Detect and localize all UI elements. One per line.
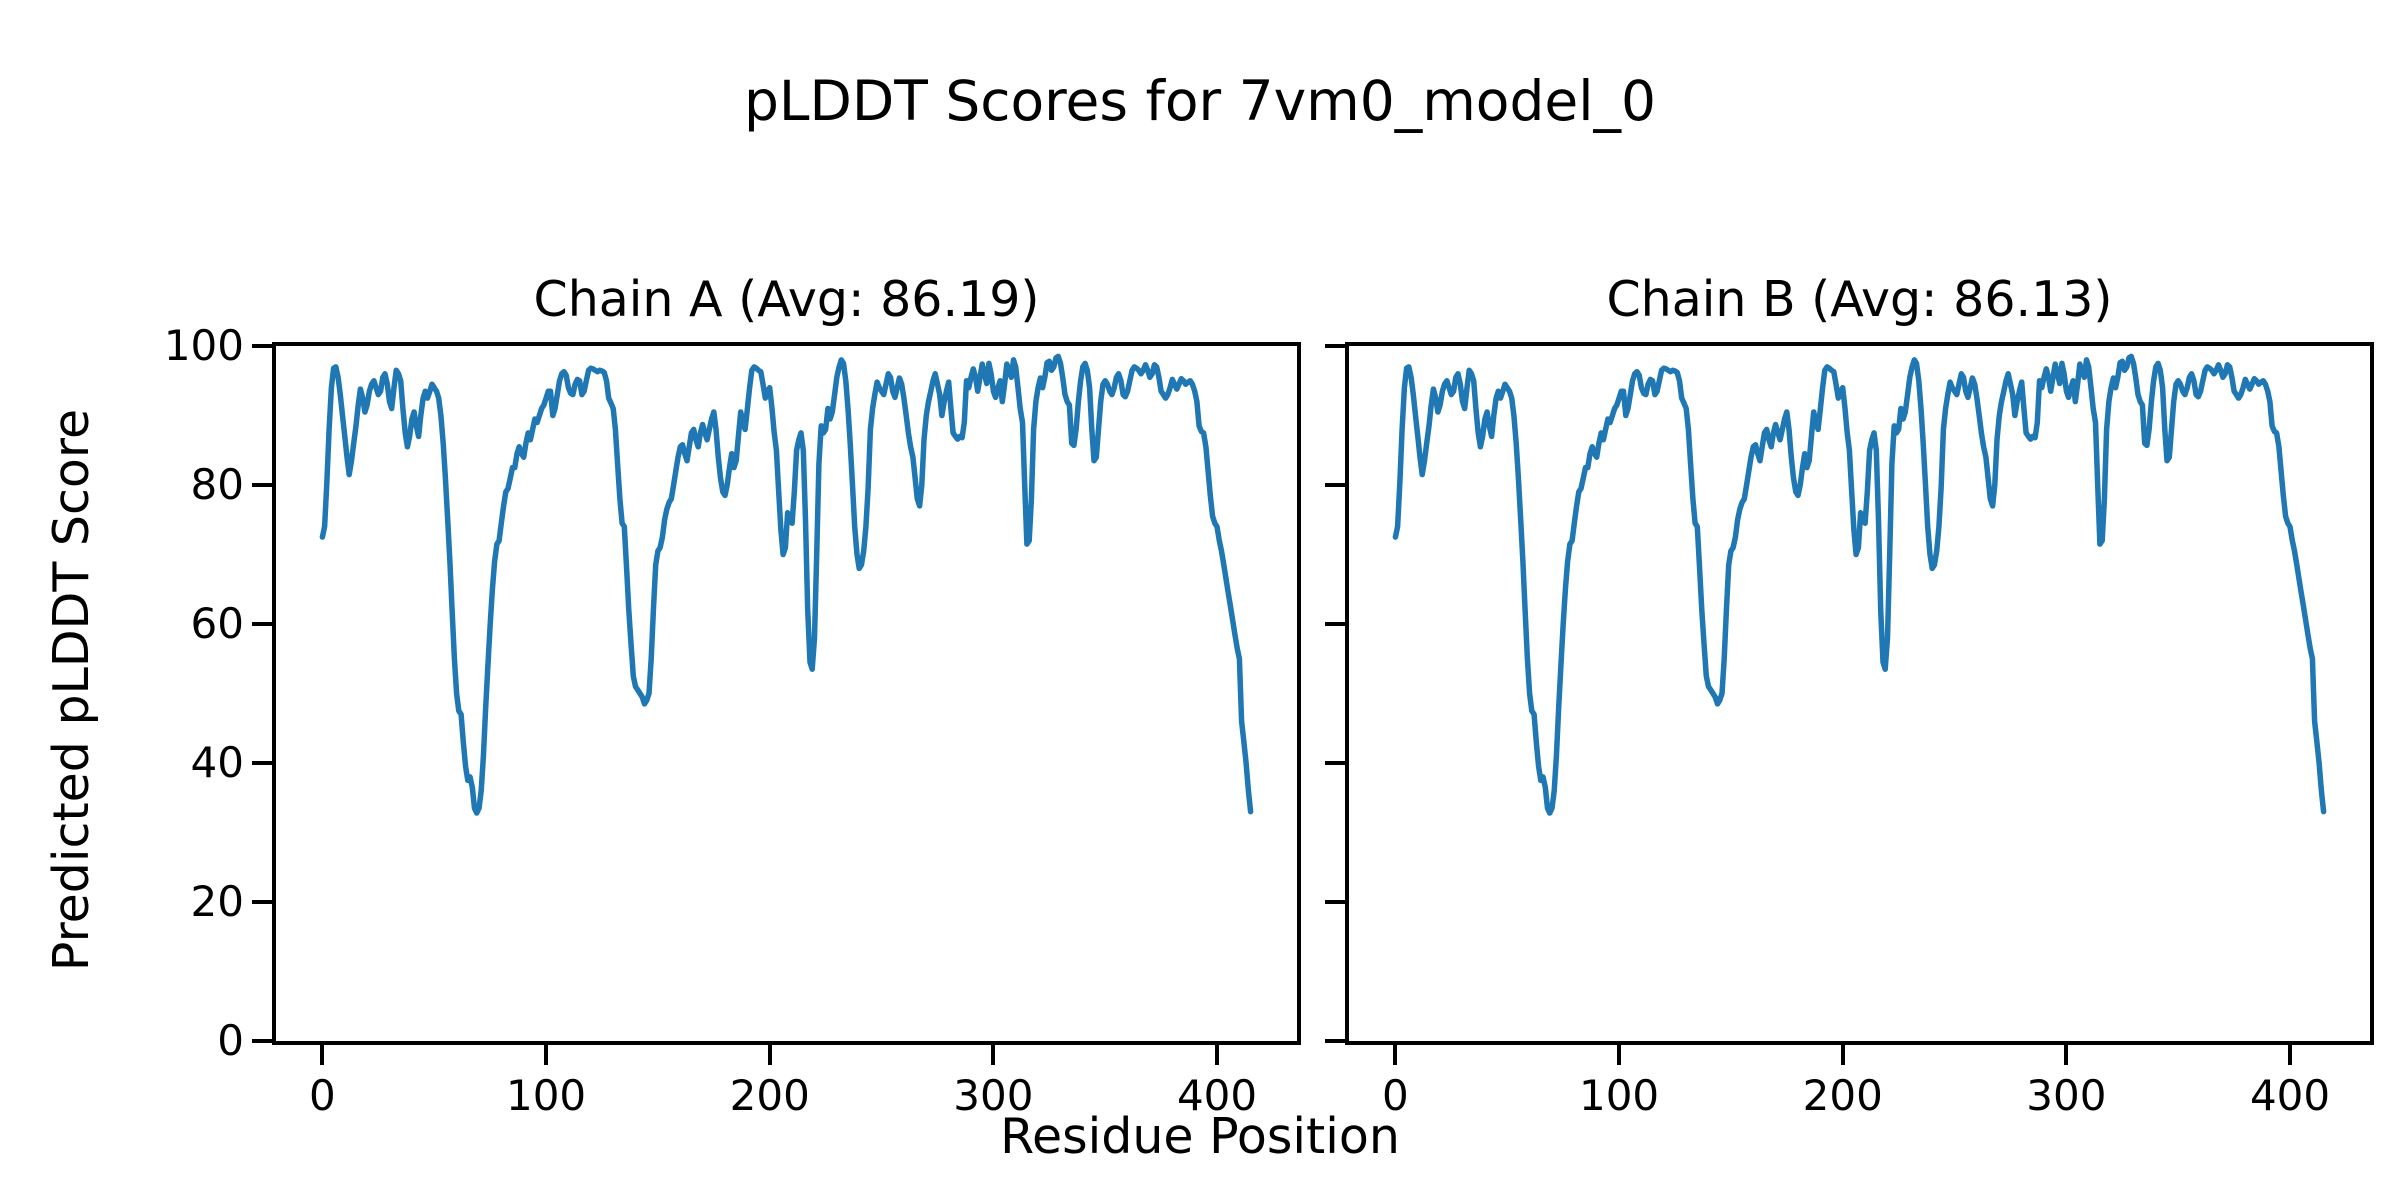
y-tick-mark	[1325, 622, 1345, 626]
y-tick-mark	[1325, 483, 1345, 487]
y-tick-mark	[252, 761, 272, 765]
x-tick-label: 200	[729, 1071, 810, 1120]
chain-b-plot-svg	[1392, 353, 2327, 816]
y-tick-mark	[1325, 1039, 1345, 1043]
x-tick-mark	[767, 1045, 772, 1065]
chain-b-axes: Chain B (Avg: 86.13) 0 100 200 300 400	[1325, 271, 2374, 1119]
y-tick-mark	[252, 900, 272, 904]
y-tick-mark	[252, 1039, 272, 1043]
x-tick-label: 100	[1578, 1071, 1660, 1120]
figure-title: pLDDT Scores for 7vm0_model_0	[744, 69, 1656, 133]
y-tick-mark	[1325, 900, 1345, 904]
x-tick-mark	[1840, 1045, 1845, 1065]
x-tick-label: 100	[505, 1071, 587, 1120]
x-tick-label: 400	[1176, 1071, 1258, 1120]
y-tick-label: 80	[190, 460, 244, 509]
x-tick-label: 200	[1802, 1071, 1883, 1120]
x-tick-mark	[1617, 1045, 1622, 1065]
y-tick-label: 100	[163, 321, 244, 370]
x-tick-mark	[320, 1045, 325, 1065]
chain-a-title: Chain A (Avg: 86.19)	[533, 271, 1040, 328]
y-tick-mark	[1325, 344, 1345, 348]
x-tick-label: 300	[2026, 1071, 2107, 1120]
x-axis-label: Residue Position	[1000, 1108, 1400, 1165]
x-tick-mark	[544, 1045, 549, 1065]
y-tick-label: 20	[190, 877, 244, 926]
y-tick-mark	[252, 622, 272, 626]
x-tick-mark	[2064, 1045, 2069, 1065]
y-tick-label: 40	[190, 738, 244, 787]
x-tick-label: 400	[2249, 1071, 2331, 1120]
plddt-trace-chain-b	[1392, 353, 2327, 816]
y-tick-label: 0	[217, 1016, 244, 1065]
x-tick-label: 300	[953, 1071, 1034, 1120]
x-tick-mark	[1393, 1045, 1398, 1065]
y-tick-mark	[252, 344, 272, 348]
x-tick-mark	[2288, 1045, 2293, 1065]
y-tick-label: 60	[190, 599, 244, 648]
y-tick-mark	[252, 483, 272, 487]
x-tick-label: 0	[309, 1071, 336, 1120]
chain-b-title: Chain B (Avg: 86.13)	[1606, 271, 2113, 328]
plddt-trace-chain-a	[319, 353, 1254, 816]
y-tick-mark	[1325, 761, 1345, 765]
x-tick-mark	[991, 1045, 996, 1065]
chain-a-axes: Chain A (Avg: 86.19) 0 100 200 300 400 0 20 40 6…	[164, 271, 1301, 1119]
x-tick-mark	[1215, 1045, 1220, 1065]
chain-a-plot-svg	[319, 353, 1254, 816]
x-tick-label: 0	[1382, 1071, 1409, 1120]
